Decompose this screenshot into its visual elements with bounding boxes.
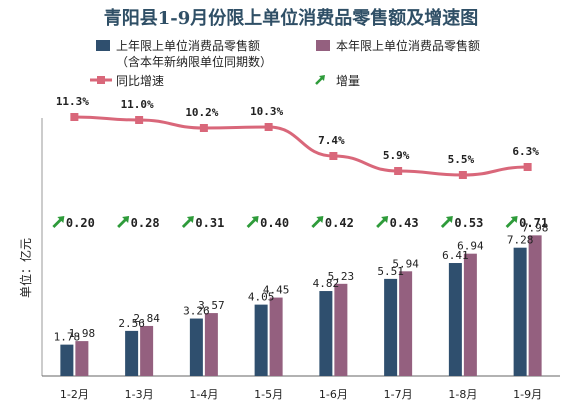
- bar-curr: [269, 297, 283, 376]
- bar-label-prev: 6.41: [442, 249, 469, 262]
- x-tick-label: 1-4月: [189, 388, 218, 401]
- increment-label: 0.42: [325, 216, 354, 230]
- bar-prev: [254, 304, 268, 376]
- bar-label-prev: 2.56: [118, 317, 145, 330]
- growth-rate-label: 5.5%: [448, 153, 475, 166]
- growth-rate-label: 7.4%: [318, 134, 345, 147]
- increment-arrow-icon: [117, 216, 130, 228]
- increment-label: 0.43: [390, 216, 419, 230]
- legend-label-prev-note: （含本年新纳限单位同期数）: [116, 54, 272, 69]
- increment-arrow-icon: [440, 216, 453, 228]
- bar-label-prev: 5.51: [377, 265, 404, 278]
- increment-arrow-icon: [505, 216, 518, 228]
- increment-label: 0.31: [195, 216, 224, 230]
- bar-curr: [399, 271, 413, 376]
- y-axis-label: 单位：亿元: [18, 238, 33, 298]
- x-tick-label: 1-5月: [254, 388, 283, 401]
- bar-curr: [334, 283, 348, 376]
- x-tick-label: 1-2月: [60, 388, 89, 401]
- x-tick-label: 1-9月: [513, 388, 542, 401]
- x-tick-label: 1-8月: [448, 388, 477, 401]
- growth-rate-point: [135, 116, 144, 124]
- bar-prev: [319, 291, 333, 376]
- increment-arrow-icon: [52, 216, 65, 228]
- x-tick-label: 1-6月: [319, 388, 348, 401]
- x-tick-group: 1-2月 1-3月 1-4月 1-5月 1-6月 1-7月 1-8月 1-9月: [60, 388, 542, 401]
- growth-line-group: 11.3% 11.0% 10.2% 10.3% 7.4% 5.9% 5.5% 6.3%: [56, 95, 539, 179]
- legend-arrow-icon: [315, 75, 325, 85]
- bar-label-curr: 1.98: [69, 327, 96, 340]
- growth-rate-point: [458, 171, 467, 179]
- x-tick-label: 1-3月: [125, 388, 154, 401]
- growth-rate-label: 11.0%: [121, 98, 154, 111]
- bars-group: [60, 235, 542, 376]
- growth-rate-label: 5.9%: [383, 149, 410, 162]
- growth-rate-point: [394, 167, 403, 175]
- bar-curr: [140, 325, 154, 376]
- growth-rate-label: 10.3%: [250, 105, 283, 118]
- bar-prev: [513, 247, 527, 376]
- bar-curr: [463, 253, 477, 376]
- bar-prev: [60, 344, 74, 376]
- increment-arrow-icon: [246, 216, 259, 228]
- bar-label-prev: 1.78: [54, 331, 81, 344]
- bar-label-curr: 5.94: [392, 257, 419, 270]
- legend-label-prev: 上年限上单位消费品零售额: [116, 38, 260, 53]
- bar-curr: [204, 313, 218, 376]
- bar-label-curr: 2.84: [133, 312, 160, 325]
- legend-label-line: 同比增速: [116, 74, 164, 88]
- bar-label-curr: 6.94: [457, 240, 484, 253]
- bar-prev: [448, 263, 462, 376]
- increment-arrow-icon: [311, 216, 324, 228]
- growth-rate-point: [70, 113, 79, 121]
- bar-label-curr: 5.23: [328, 270, 355, 283]
- legend-label-curr: 本年限上单位消费品零售额: [336, 38, 480, 53]
- growth-rate-point: [523, 163, 532, 171]
- growth-rate-label: 6.3%: [512, 145, 539, 158]
- legend: 上年限上单位消费品零售额 （含本年新纳限单位同期数） 本年限上单位消费品零售额 …: [90, 38, 480, 88]
- growth-rate-label: 11.3%: [56, 95, 89, 108]
- growth-rate-point: [329, 152, 338, 160]
- bar-label-curr: 4.45: [263, 284, 290, 297]
- bar-label-prev: 4.05: [248, 291, 275, 304]
- x-tick-label: 1-7月: [384, 388, 413, 401]
- increment-label: 0.53: [454, 216, 483, 230]
- growth-rate-point: [264, 123, 273, 131]
- increment-label: 0.40: [260, 216, 289, 230]
- increment-label: 0.71: [519, 216, 548, 230]
- bar-labels-group: 1.78 2.56 3.26 4.05 4.82 5.51 6.41 7.28 1.98 2.84…: [54, 221, 549, 343]
- bar-prev: [125, 330, 139, 376]
- bar-label-curr: 7.98: [522, 221, 549, 234]
- legend-swatch-curr: [316, 40, 330, 51]
- bar-label-prev: 7.28: [507, 234, 534, 247]
- chart-title: 青阳县1-9月份限上单位消费品零售额及增速图: [104, 7, 479, 29]
- growth-rate-line: [74, 115, 528, 177]
- legend-label-arrow: 增量: [336, 74, 360, 88]
- bar-curr: [528, 235, 542, 376]
- bar-label-curr: 3.57: [198, 299, 225, 312]
- bar-prev: [189, 318, 203, 376]
- increment-label: 0.20: [66, 216, 95, 230]
- increment-arrow-icon: [376, 216, 389, 228]
- bar-label-prev: 3.26: [183, 305, 210, 318]
- growth-rate-label: 10.2%: [185, 106, 218, 119]
- legend-swatch-line-marker: [97, 76, 105, 84]
- increment-group: 0.20 0.28 0.31 0.40 0.42 0.43 0.53 0.71: [52, 216, 548, 230]
- bar-curr: [75, 341, 89, 376]
- growth-rate-point: [199, 124, 208, 132]
- bar-label-prev: 4.82: [313, 277, 340, 290]
- increment-label: 0.28: [131, 216, 160, 230]
- bar-prev: [384, 278, 398, 376]
- increment-arrow-icon: [181, 216, 194, 228]
- legend-swatch-prev: [96, 40, 110, 51]
